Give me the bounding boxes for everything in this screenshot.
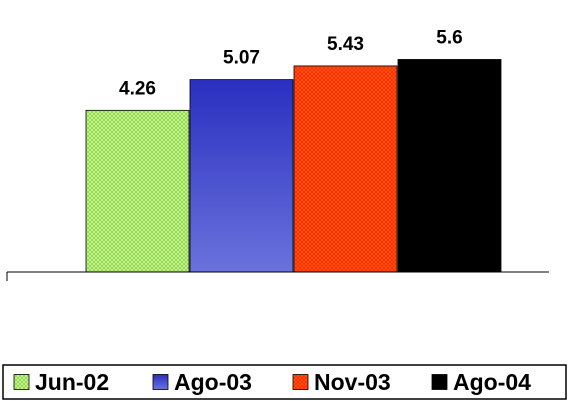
bar-jun-02: [85, 109, 190, 273]
legend-swatch-ago-04: [431, 374, 448, 390]
legend-swatch-ago-03: [152, 374, 169, 390]
legend-label-jun-02: Jun-02: [35, 369, 109, 395]
legend-label-nov-03: Nov-03: [314, 369, 391, 395]
data-label-nov-03: 5.43: [327, 34, 364, 55]
bar-ago-03: [189, 79, 294, 273]
legend-swatch-jun-02: [13, 374, 30, 390]
bar-ago-04: [397, 59, 502, 273]
legend-label-ago-04: Ago-04: [453, 369, 531, 395]
legend-label-ago-03: Ago-03: [174, 369, 252, 395]
legend-frame: [2, 364, 567, 400]
bar-nov-03: [293, 65, 398, 273]
plot-area: 4.26 5.07 5.43 5.6: [85, 27, 502, 273]
legend: Jun-02 Ago-03 Nov-03 Ago-04: [2, 364, 567, 400]
legend-swatch-nov-03: [292, 374, 309, 390]
data-label-ago-04: 5.6: [436, 27, 462, 48]
data-label-jun-02: 4.26: [119, 78, 156, 99]
data-label-ago-03: 5.07: [223, 48, 260, 69]
